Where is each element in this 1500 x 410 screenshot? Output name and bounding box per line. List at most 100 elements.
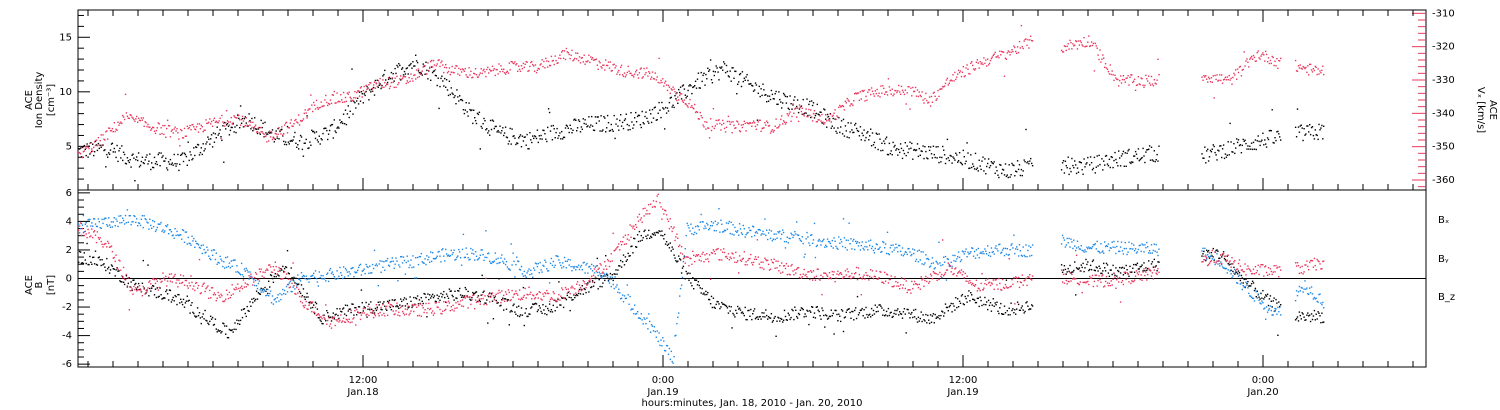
data-point	[485, 302, 487, 304]
data-point	[875, 243, 877, 245]
data-point	[319, 277, 321, 279]
data-point	[547, 270, 549, 272]
data-point	[232, 123, 234, 125]
data-point	[707, 291, 709, 294]
data-point	[1220, 145, 1222, 147]
data-point	[870, 93, 872, 96]
data-point	[758, 228, 760, 231]
data-point	[896, 148, 898, 150]
data-point	[890, 93, 892, 95]
data-point	[944, 255, 947, 258]
data-point	[1236, 138, 1238, 140]
data-point	[665, 112, 668, 114]
data-point	[710, 221, 713, 223]
data-point	[223, 323, 225, 325]
data-point	[1240, 274, 1243, 277]
data-point	[905, 251, 907, 253]
data-point	[662, 235, 664, 237]
data-point	[719, 122, 721, 125]
data-point	[622, 127, 625, 130]
data-point	[1257, 135, 1259, 137]
data-point	[664, 128, 666, 130]
data-point	[90, 225, 92, 227]
data-point	[1086, 263, 1088, 266]
data-point	[1079, 40, 1081, 42]
data-point	[135, 159, 137, 161]
data-point	[638, 317, 641, 319]
data-point	[309, 278, 311, 280]
data-point	[461, 99, 464, 102]
data-point	[742, 80, 744, 83]
data-point	[506, 266, 509, 268]
data-point	[766, 120, 768, 122]
data-point	[946, 306, 949, 309]
y-tick-label: -2	[62, 302, 72, 313]
data-point	[172, 234, 174, 236]
data-point	[192, 123, 194, 126]
data-point	[438, 107, 440, 110]
data-point	[769, 98, 772, 101]
data-point	[893, 312, 895, 315]
data-point	[1266, 61, 1269, 63]
data-point	[950, 302, 952, 305]
data-point	[1238, 272, 1241, 274]
data-point	[790, 316, 792, 319]
data-point	[1107, 70, 1110, 73]
data-point	[254, 284, 256, 287]
data-point	[591, 57, 594, 59]
data-point	[885, 252, 888, 255]
data-point	[1125, 264, 1127, 267]
data-point	[99, 259, 101, 261]
data-point	[566, 51, 568, 53]
data-point	[424, 65, 426, 67]
data-point	[1309, 320, 1312, 323]
data-point	[216, 121, 218, 124]
data-point	[788, 108, 790, 111]
data-point	[614, 67, 616, 69]
data-point	[677, 260, 679, 262]
data-point	[723, 127, 726, 130]
data-point	[1279, 60, 1281, 62]
data-point	[580, 264, 583, 267]
data-point	[938, 161, 940, 164]
data-point	[331, 123, 334, 126]
data-point	[897, 154, 899, 156]
data-point	[974, 68, 977, 70]
data-point	[286, 250, 289, 252]
data-point	[551, 139, 554, 141]
data-point	[1303, 316, 1305, 318]
data-point	[93, 256, 95, 258]
data-point	[325, 94, 327, 97]
data-point	[1098, 154, 1100, 157]
data-point	[792, 236, 794, 239]
data-point	[907, 308, 909, 311]
data-point	[285, 121, 288, 124]
data-point	[611, 69, 613, 72]
data-point	[394, 67, 396, 70]
data-point	[1125, 77, 1127, 79]
data-point	[560, 304, 562, 306]
data-point	[101, 144, 103, 146]
data-point	[987, 158, 990, 160]
data-point	[651, 233, 654, 235]
data-point	[708, 298, 711, 301]
data-point	[400, 75, 402, 77]
data-point	[547, 309, 550, 312]
data-point	[662, 78, 664, 80]
data-point	[582, 293, 584, 295]
data-point	[1080, 264, 1082, 266]
data-point	[752, 310, 755, 312]
data-point	[682, 101, 685, 103]
data-point	[514, 276, 516, 278]
data-point	[620, 114, 622, 116]
data-point	[815, 306, 818, 308]
data-point	[1279, 136, 1281, 138]
data-point	[709, 225, 712, 227]
data-point	[241, 316, 244, 319]
data-point	[596, 271, 598, 274]
data-point	[303, 296, 305, 298]
data-point	[132, 153, 134, 155]
data-point	[178, 138, 180, 140]
data-point	[890, 311, 892, 314]
data-point	[369, 265, 371, 267]
